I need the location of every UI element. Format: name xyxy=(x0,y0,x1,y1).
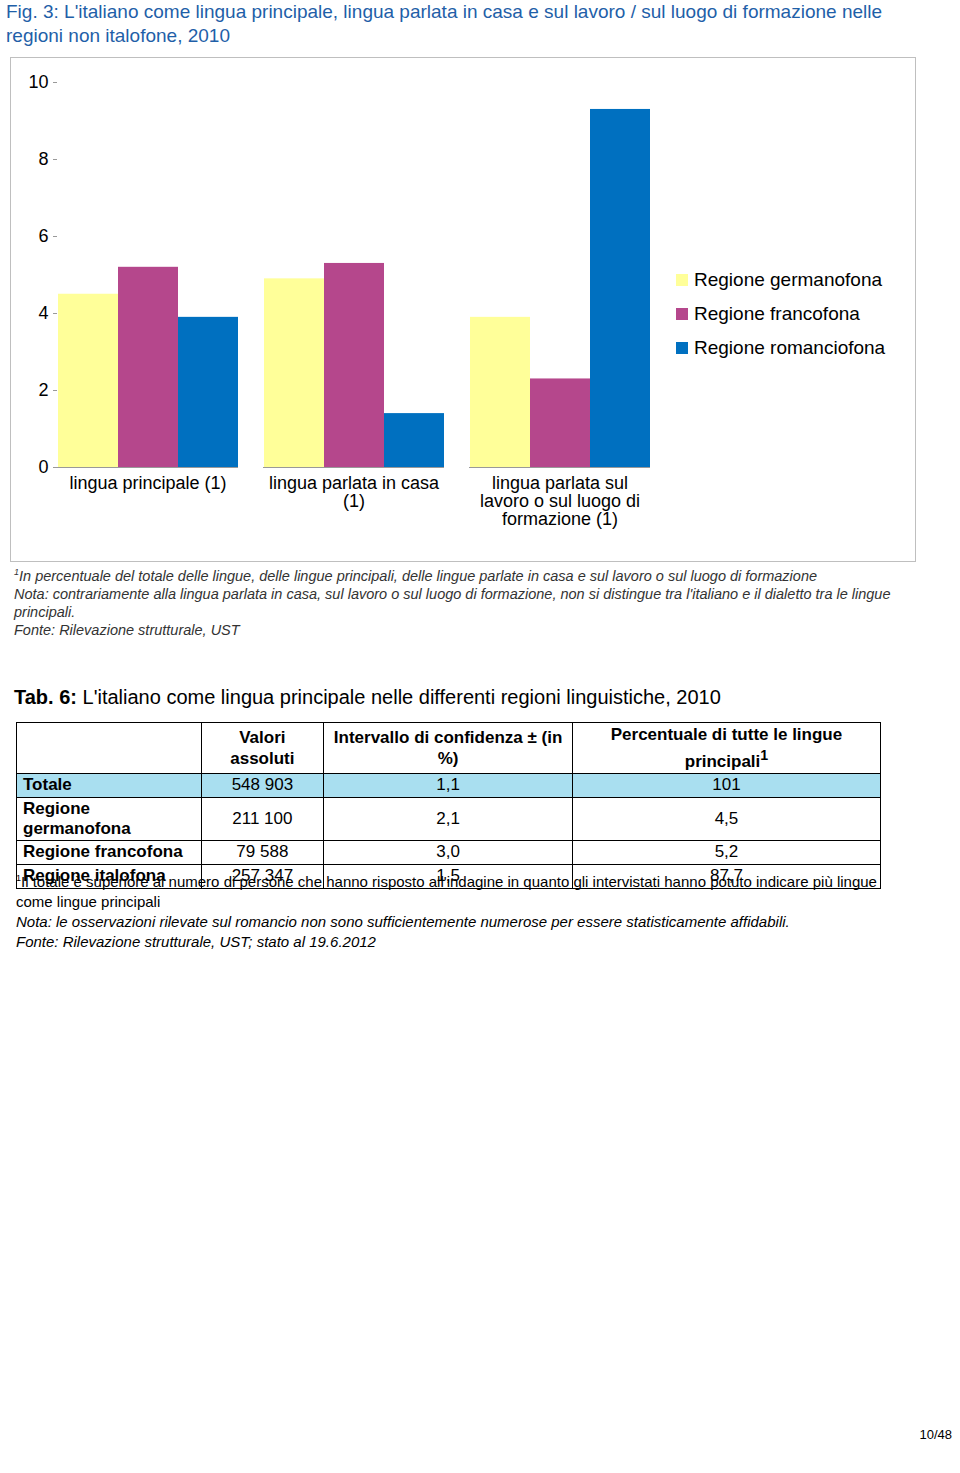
html-text:257 347: 257 347 xyxy=(231,866,294,886)
svg-text:4: 4 xyxy=(38,303,48,323)
svg-text:lingua principale (1): lingua principale (1) xyxy=(69,473,226,493)
html-text:5,2: 5,2 xyxy=(714,842,739,862)
html-text:1In percentuale del totale del: 1In percentuale del totale delle lingue,… xyxy=(14,567,817,584)
html-text:Regione germanofona: Regione germanofona xyxy=(23,798,131,838)
svg-text:6: 6 xyxy=(38,226,48,246)
svg-text:lingua parlata in casa(1): lingua parlata in casa(1) xyxy=(269,473,440,511)
svg-text:lingua parlata sullavoro o sul: lingua parlata sullavoro o sul luogo dif… xyxy=(480,473,640,529)
html-text:Fig. 3: L'italiano come lingua: Fig. 3: L'italiano come lingua principal… xyxy=(6,1,882,46)
html-text:1Il totale è superiore al nume: 1Il totale è superiore al numero di pers… xyxy=(16,873,877,910)
html-text:Totale: Totale xyxy=(23,775,72,795)
html-text:Intervallo di confidenza ± (in: Intervallo di confidenza ± (in %) xyxy=(333,727,563,768)
html-text:1,5: 1,5 xyxy=(436,866,460,886)
html-text:1,1: 1,1 xyxy=(436,775,460,795)
html-text:Nota: le osservazioni rilevate: Nota: le osservazioni rilevate sul roman… xyxy=(16,913,790,930)
html-text:Regione francofona: Regione francofona xyxy=(694,303,860,324)
svg-text:8: 8 xyxy=(38,149,48,169)
html-text:79 588: 79 588 xyxy=(236,842,289,862)
html-text:10/48: 10/48 xyxy=(919,1427,952,1442)
html-text:Nota: contrariamente alla ling: Nota: contrariamente alla lingua parlata… xyxy=(14,585,891,620)
html-text:548 903: 548 903 xyxy=(231,775,294,795)
svg-text:10: 10 xyxy=(28,72,48,92)
html-text:Tab. 6: L'italiano come lingua: Tab. 6: L'italiano come lingua principal… xyxy=(14,686,721,708)
html-text:Regione romanciofona: Regione romanciofona xyxy=(694,337,886,358)
html-text:101: 101 xyxy=(712,775,741,795)
html-text:Regione italofona: Regione italofona xyxy=(23,866,166,886)
html-text:Regione francofona: Regione francofona xyxy=(23,842,183,862)
html-text:2,1: 2,1 xyxy=(436,808,460,828)
svg-text:0: 0 xyxy=(38,457,48,477)
svg-text:2: 2 xyxy=(38,380,48,400)
html-text:Percentuale di tutte le lingue: Percentuale di tutte le lingue principal… xyxy=(610,725,843,771)
html-text:Valori assoluti: Valori assoluti xyxy=(230,727,295,768)
html-text:4,5: 4,5 xyxy=(714,808,739,828)
html-text:Fonte: Rilevazione strutturale: Fonte: Rilevazione strutturale, UST; sta… xyxy=(16,933,376,950)
html-text:Fonte: Rilevazione strutturale: Fonte: Rilevazione strutturale, UST xyxy=(14,621,240,638)
html-text:211 100: 211 100 xyxy=(232,808,293,828)
html-text:87,7: 87,7 xyxy=(709,866,743,886)
html-text:3,0: 3,0 xyxy=(436,842,460,862)
html-text:Regione germanofona: Regione germanofona xyxy=(694,269,882,290)
